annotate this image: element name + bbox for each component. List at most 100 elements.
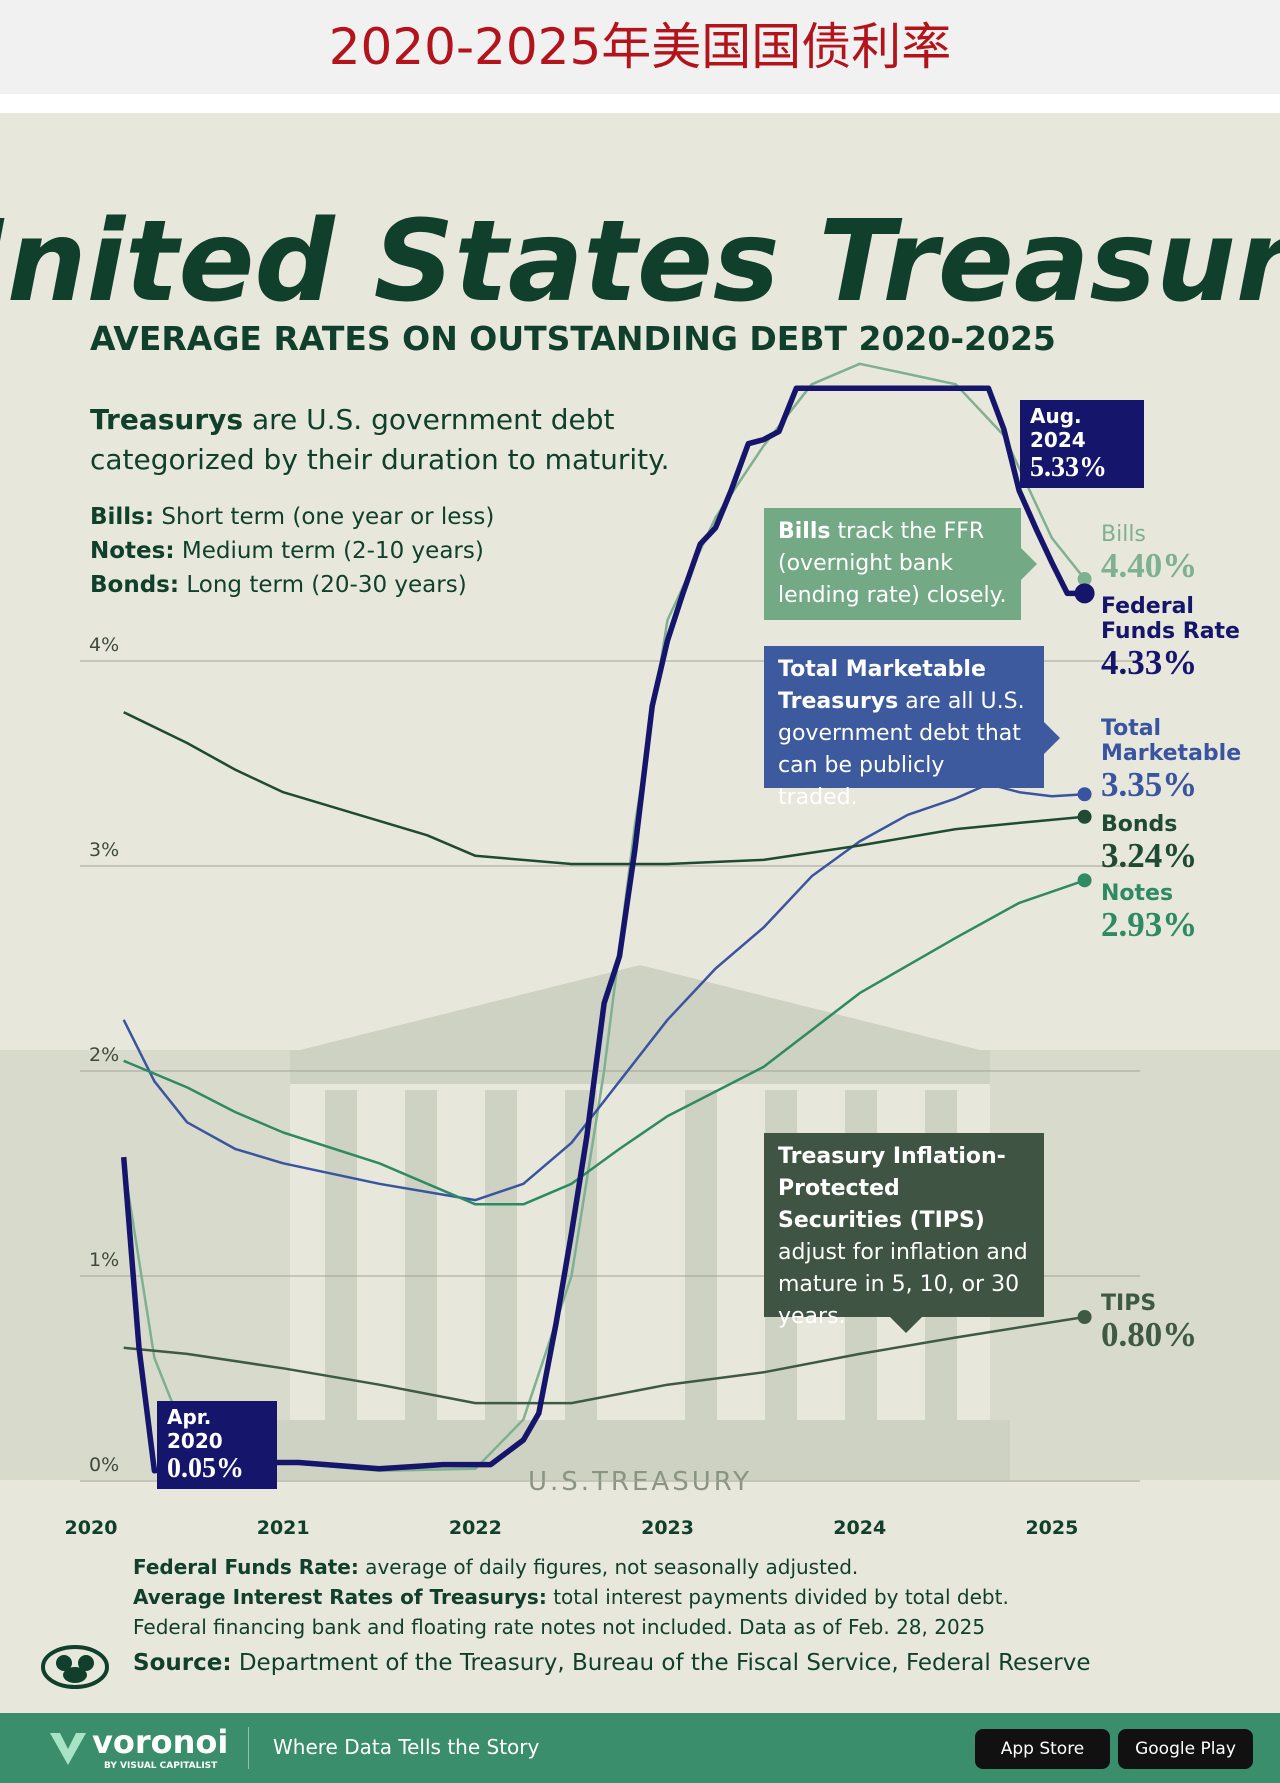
footnote-bold: Average Interest Rates of Treasurys: [133, 1585, 547, 1609]
divider [248, 1727, 249, 1769]
y-tick-label: 4% [89, 634, 119, 656]
callout-value: 0.05% [167, 1453, 244, 1484]
chart-title: United States Treasury [0, 197, 1280, 327]
series-line [123, 711, 1085, 866]
note-bold: Total Marketable Treasurys [778, 657, 986, 714]
note-bold: Treasury Inflation-Protected Securities … [778, 1144, 1006, 1233]
definition-term: Bonds: [90, 572, 180, 598]
intro-bold: Treasurys [90, 403, 244, 436]
y-tick-label: 1% [89, 1249, 119, 1271]
x-tick-label: 2021 [257, 1517, 310, 1539]
legend-name: Notes [1101, 881, 1174, 906]
x-tick-label: 2023 [641, 1517, 694, 1539]
end-dot [1077, 1310, 1092, 1324]
definition-term: Notes: [90, 538, 175, 564]
end-dot [1077, 787, 1092, 802]
note-box: Total Marketable Treasurys are all U.S. … [764, 646, 1044, 810]
series-line [123, 879, 1086, 1206]
header-title: 2020-2025年美国国债利率 [328, 18, 952, 76]
definition: Bonds: Long term (20-30 years) [90, 568, 494, 602]
series-line [122, 782, 1085, 1202]
footnote: Federal Funds Rate: average of daily fig… [133, 1552, 1009, 1582]
legend-name: Total Marketable [1101, 716, 1242, 766]
end-value: 4.33% [1101, 643, 1198, 682]
end-label: Total Marketable 3.35% [1101, 716, 1276, 804]
note-box: Bills track the FFR (overnight bank lend… [764, 508, 1021, 620]
end-value: 2.93% [1101, 905, 1198, 944]
x-tick-label: 2024 [833, 1517, 886, 1539]
y-tick-label: 0% [89, 1454, 119, 1476]
definition-text: Long term (20-30 years) [179, 572, 467, 598]
app-store-button[interactable]: App Store [975, 1729, 1110, 1769]
end-label: Bonds 3.24% [1101, 812, 1276, 875]
end-label: Bills 4.40% [1101, 522, 1276, 585]
definition-text: Short term (one year or less) [154, 504, 495, 530]
gap [0, 94, 1280, 113]
definitions: Bills: Short term (one year or less) Not… [90, 500, 494, 602]
callout-date: Aug. 2024 [1030, 404, 1086, 452]
source-icon [41, 1645, 109, 1689]
x-tick-label: 2020 [65, 1517, 118, 1539]
y-tick-label: 2% [89, 1044, 119, 1066]
definition-term: Bills: [90, 504, 155, 530]
end-value: 0.80% [1101, 1315, 1198, 1354]
note-pointer [1021, 548, 1037, 580]
note-pointer [1044, 722, 1060, 754]
source-text: Department of the Treasury, Bureau of th… [231, 1650, 1091, 1676]
brand-logo [50, 1733, 86, 1765]
callout: Aug. 2024 5.33% [1020, 400, 1144, 488]
footnote: Average Interest Rates of Treasurys: tot… [133, 1582, 1009, 1612]
end-value: 3.24% [1101, 836, 1198, 875]
end-value: 3.35% [1101, 765, 1198, 804]
intro-text: are U.S. government debt categorized by … [90, 403, 670, 476]
note-text: adjust for inflation and mature in 5, 10… [778, 1240, 1028, 1329]
footnote-text: total interest payments divided by total… [546, 1585, 1009, 1609]
note-bold: Bills [778, 519, 831, 544]
legend-name: Bonds [1101, 812, 1178, 837]
footnote-bold: Federal Funds Rate: [133, 1555, 359, 1579]
series-line [123, 1315, 1085, 1405]
brand-sub: BY VISUAL CAPITALIST [104, 1761, 218, 1771]
footnote-text: average of daily figures, not seasonally… [358, 1555, 859, 1579]
footer: voronoi BY VISUAL CAPITALIST Where Data … [0, 1713, 1280, 1783]
end-label: Federal Funds Rate 4.33% [1101, 594, 1276, 682]
legend-name: Federal Funds Rate [1101, 594, 1240, 644]
definition: Bills: Short term (one year or less) [90, 500, 494, 534]
tagline: Where Data Tells the Story [273, 1735, 540, 1759]
footnote-text: Federal financing bank and floating rate… [133, 1615, 986, 1639]
brand: voronoi [92, 1723, 229, 1761]
end-value: 4.40% [1101, 546, 1198, 585]
end-dot [1077, 873, 1092, 888]
footnotes: Federal Funds Rate: average of daily fig… [133, 1552, 1009, 1642]
note-text: track the FFR (overnight bank lending ra… [778, 519, 1007, 608]
footnote: Federal financing bank and floating rate… [133, 1612, 1009, 1642]
chart-subtitle: AVERAGE RATES ON OUTSTANDING DEBT 2020-2… [90, 319, 1056, 358]
end-dot [1077, 809, 1092, 824]
callout: Apr. 2020 0.05% [157, 1401, 277, 1489]
x-tick-label: 2022 [449, 1517, 502, 1539]
callout-date: Apr. 2020 [167, 1405, 223, 1453]
definition-text: Medium term (2-10 years) [174, 538, 484, 564]
intro: Treasurys are U.S. government debt categ… [90, 400, 690, 480]
end-dot [1077, 572, 1092, 586]
x-tick-label: 2025 [1025, 1517, 1078, 1539]
end-label: TIPS 0.80% [1101, 1291, 1276, 1354]
header-band: 2020-2025年美国国债利率 [0, 0, 1280, 94]
note-box: Treasury Inflation-Protected Securities … [764, 1133, 1044, 1329]
end-label: Notes 2.93% [1101, 881, 1276, 944]
note-pointer [890, 1317, 922, 1333]
note-text: are all U.S. government debt that can be… [778, 689, 1025, 810]
definition: Notes: Medium term (2-10 years) [90, 534, 494, 568]
series-line [120, 385, 1085, 1474]
legend-name: Bills [1101, 522, 1146, 547]
background-text: U.S.TREASURY [528, 1467, 752, 1497]
callout-value: 5.33% [1030, 452, 1107, 483]
google-play-button[interactable]: Google Play [1118, 1729, 1253, 1769]
legend-name: TIPS [1101, 1291, 1157, 1316]
end-dot [1074, 583, 1095, 604]
y-tick-label: 3% [89, 839, 119, 861]
source-bold: Source: [133, 1650, 232, 1676]
source: Source: Department of the Treasury, Bure… [133, 1650, 1091, 1676]
